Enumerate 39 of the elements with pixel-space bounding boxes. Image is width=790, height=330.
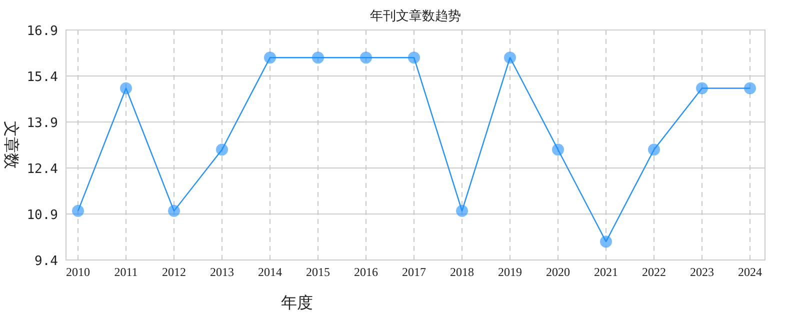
point — [696, 82, 708, 94]
x-axis-title: 年度 — [281, 294, 313, 312]
point — [408, 52, 420, 64]
point — [264, 52, 276, 64]
x-tick-label: 2023 — [690, 265, 714, 279]
point — [744, 82, 756, 94]
point — [312, 52, 324, 64]
y-tick-label: 12.4 — [26, 162, 58, 177]
y-tick-label: 13.9 — [26, 116, 58, 131]
point — [120, 82, 132, 94]
x-tick-label: 2010 — [66, 265, 90, 279]
point — [504, 52, 516, 64]
x-tick-label: 2022 — [642, 265, 666, 279]
point — [456, 204, 468, 217]
chart-title: 年刊文章数趋势 — [370, 8, 461, 23]
y-axis-title: 文章数 — [2, 121, 20, 169]
x-tick-label: 2018 — [450, 265, 474, 279]
y-tick-label: 10.9 — [26, 208, 58, 223]
y-tick-label: 9.4 — [34, 254, 58, 269]
x-tick-label: 2011 — [114, 265, 138, 279]
x-tick-label: 2012 — [162, 265, 186, 279]
point — [360, 52, 372, 64]
x-tick-label: 2017 — [402, 265, 426, 279]
x-tick-label: 2020 — [546, 265, 570, 279]
y-tick-label: 16.9 — [26, 24, 58, 39]
point — [168, 204, 180, 217]
point — [600, 236, 612, 248]
point — [648, 144, 660, 156]
x-tick-label: 2024 — [738, 265, 762, 279]
x-tick-label: 2014 — [258, 265, 282, 279]
y-tick-label: 15.4 — [26, 70, 58, 85]
x-tick-label: 2019 — [498, 265, 522, 279]
x-tick-label: 2015 — [306, 265, 330, 279]
point — [552, 144, 564, 156]
x-tick-label: 2013 — [210, 265, 234, 279]
x-tick-label: 2021 — [594, 265, 618, 279]
point — [216, 144, 228, 156]
x-tick-label: 2016 — [354, 265, 378, 279]
point — [72, 204, 84, 217]
